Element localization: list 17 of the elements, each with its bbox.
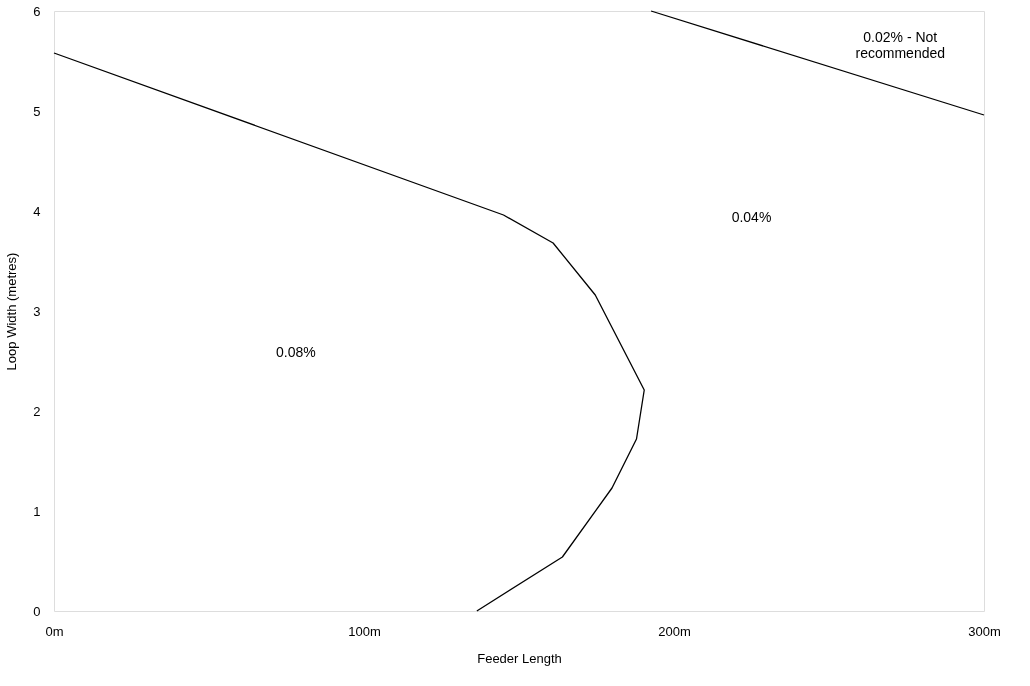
x-tick-label: 100m	[348, 623, 381, 639]
y-tick-label: 5	[33, 103, 41, 119]
y-tick-label: 6	[33, 3, 41, 19]
y-tick-label: 1	[33, 503, 41, 519]
x-tick-label: 0m	[45, 623, 64, 639]
y-tick-label: 0	[33, 603, 41, 619]
x-tick-label: 200m	[658, 623, 691, 639]
annotation: 0.02% - Not recommended	[855, 29, 946, 61]
x-tick-label: 300m	[968, 623, 1001, 639]
annotation: 0.08%	[275, 344, 316, 360]
y-tick-label: 3	[33, 303, 41, 319]
line-series	[53, 52, 645, 612]
y-tick-label: 2	[33, 403, 41, 419]
x-axis-title: Feeder Length	[477, 650, 562, 666]
annotation: 0.04%	[731, 209, 772, 225]
y-axis-title: Loop Width (metres)	[4, 252, 20, 371]
y-tick-label: 4	[33, 203, 41, 219]
